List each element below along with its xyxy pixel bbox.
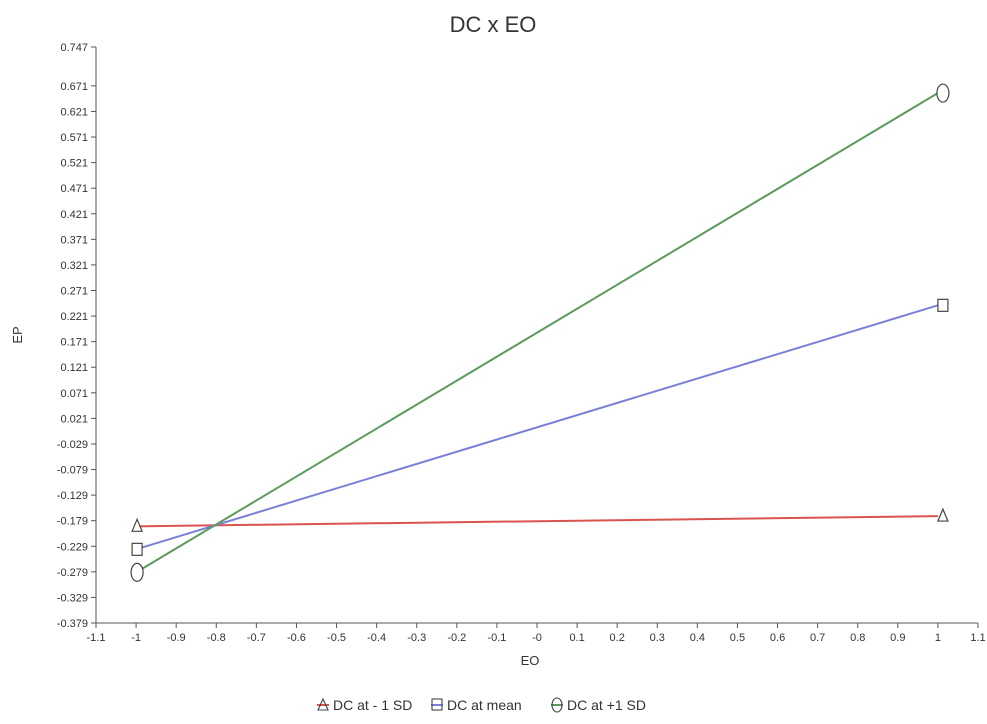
x-tick-label: 0.8 (850, 632, 865, 644)
x-tick-label: 0.3 (650, 632, 665, 644)
y-tick-label: 0.371 (60, 234, 88, 246)
x-tick-label: -0.3 (407, 632, 426, 644)
x-tick-label: -0.1 (487, 632, 506, 644)
x-tick-label: -0.9 (167, 632, 186, 644)
x-tick-label: -1.1 (87, 632, 106, 644)
y-tick-label: -0.229 (57, 541, 88, 553)
legend-triangle-icon (317, 697, 329, 711)
y-tick-label: 0.421 (60, 209, 88, 221)
y-axis-label: EP (10, 326, 25, 343)
y-axis: 0.747 0.671 0.621 0.571 0.521 0.471 0.421 0.371… (57, 42, 96, 630)
data-point-marker (130, 562, 144, 582)
x-tick-label: 1 (935, 632, 941, 644)
legend-item: DC at mean (431, 697, 522, 713)
data-point-marker (936, 83, 950, 103)
x-tick-label: -1 (131, 632, 141, 644)
data-point-marker (131, 542, 143, 556)
y-tick-label: -0.279 (57, 567, 88, 579)
data-point-marker (937, 507, 949, 522)
x-tick-label: -0.6 (287, 632, 306, 644)
x-tick-label: 0.2 (610, 632, 625, 644)
x-tick-label: 0.4 (690, 632, 705, 644)
legend-label: DC at - 1 SD (333, 697, 412, 713)
series-3 (130, 83, 950, 582)
y-tick-label: 0.271 (60, 285, 88, 297)
series-line (135, 304, 939, 551)
y-tick-label: -0.129 (57, 490, 88, 502)
x-tick-label: 1.1 (970, 632, 985, 644)
y-tick-label: 0.221 (60, 311, 88, 323)
chart-title: DC x EO (450, 12, 537, 37)
y-tick-label: -0.179 (57, 516, 88, 528)
x-axis-label: EO (521, 653, 540, 668)
y-tick-label: 0.021 (60, 413, 88, 425)
series-line (135, 92, 939, 574)
y-tick-label: 0.171 (60, 337, 88, 349)
x-tick-label: 0.9 (890, 632, 905, 644)
x-tick-label: 0.1 (569, 632, 584, 644)
x-tick-label: 0.7 (810, 632, 825, 644)
series-1 (131, 507, 949, 532)
legend: DC at - 1 SD DC at mean DC at +1 SD (317, 697, 646, 713)
y-tick-label: 0.071 (60, 388, 88, 400)
x-axis: -1.1 -1 -0.9 -0.8 -0.7 -0.6 -0.5 -0.4 -0.3 -0.2 -0… (87, 623, 986, 644)
x-tick-label: -0.5 (327, 632, 346, 644)
x-tick-label: -0.4 (367, 632, 386, 644)
data-point-marker (937, 298, 949, 312)
series-2 (131, 298, 949, 556)
legend-label: DC at mean (447, 697, 522, 713)
y-tick-label: -0.329 (57, 592, 88, 604)
x-tick-label: -0.7 (247, 632, 266, 644)
x-tick-label: 0.5 (730, 632, 745, 644)
legend-item: DC at +1 SD (551, 697, 646, 713)
series-line (136, 515, 938, 528)
x-tick-label: -0 (532, 632, 542, 644)
legend-label: DC at +1 SD (567, 697, 646, 713)
x-tick-label: -0.8 (207, 632, 226, 644)
y-tick-label: -0.079 (57, 465, 88, 477)
y-tick-label: 0.521 (60, 158, 88, 170)
legend-ellipse-icon (551, 697, 563, 713)
legend-item: DC at - 1 SD (317, 697, 412, 713)
y-tick-label: -0.379 (57, 618, 88, 630)
y-tick-label: 0.671 (60, 81, 88, 93)
y-tick-label: 0.571 (60, 132, 88, 144)
y-tick-label: 0.621 (60, 106, 88, 118)
y-tick-label: 0.747 (60, 42, 88, 54)
x-tick-label: 0.6 (770, 632, 785, 644)
series-layer (130, 83, 950, 582)
x-tick-label: -0.2 (447, 632, 466, 644)
y-tick-label: 0.471 (60, 183, 88, 195)
y-tick-label: 0.321 (60, 260, 88, 272)
legend-square-icon (431, 698, 443, 711)
y-tick-label: 0.121 (60, 362, 88, 374)
y-tick-label: -0.029 (57, 439, 88, 451)
data-point-marker (131, 517, 143, 532)
